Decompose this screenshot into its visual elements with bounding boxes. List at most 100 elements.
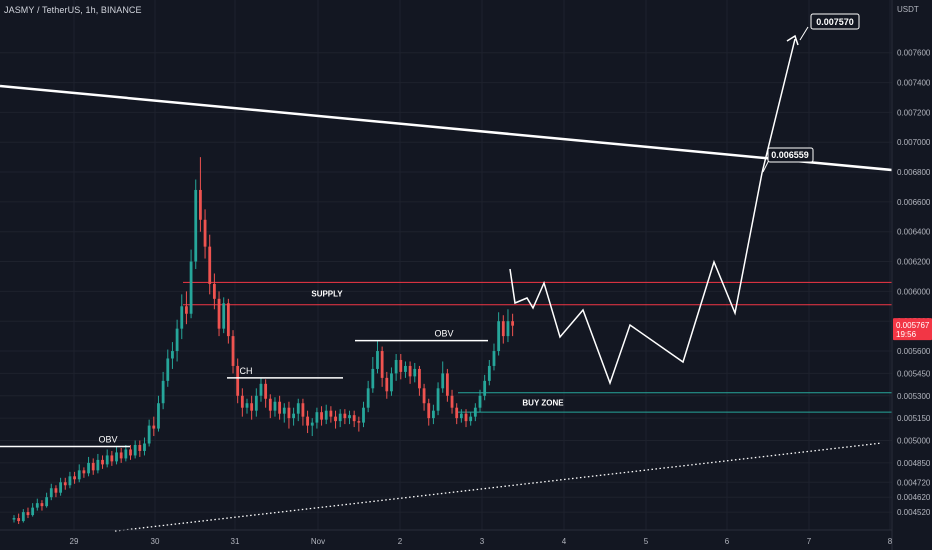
candle-body [450,395,454,408]
projection-drawings [509,34,799,386]
candle-body [54,488,58,493]
price-tick-label: 0.007000 [897,138,931,147]
price-tick-label: 0.006800 [897,168,931,177]
price-tick-label: 0.005300 [897,392,931,401]
candle-body [422,388,426,404]
candle-body [264,383,268,399]
countdown-label: 19:56 [896,330,917,339]
candle-body [390,373,393,392]
candle-body [427,403,431,419]
chart-title: JASMY / TetherUS, 1h, BINANCE [4,5,142,15]
candle-body [199,189,202,220]
candle-body [40,503,44,507]
candle-body [96,459,100,471]
candle-body [129,449,132,456]
candle-body [473,407,477,417]
candle-body [166,358,170,381]
time-axis[interactable]: 29 30 31 Nov 2 3 4 5 6 7 8 [0,529,893,546]
candle-body [352,415,356,422]
price-tick-label: 0.005450 [897,369,931,378]
candle-body [212,283,216,299]
candle-body [171,351,174,359]
projection-path [509,38,796,386]
price-tick-label: 0.005000 [897,437,931,446]
candle-body [501,321,505,337]
trendlines [0,84,893,532]
candle-body [250,403,254,411]
candle-body [82,470,86,474]
candle-body [306,416,309,426]
time-tick-label: 30 [151,537,160,546]
candle-body [87,462,90,474]
candle-body [180,306,184,329]
time-tick-label: 4 [562,537,567,546]
candle-body [68,476,72,486]
price-tick-label: 0.007600 [897,49,931,58]
candle-body [287,407,291,419]
candles [12,157,515,525]
candle-body [73,476,76,480]
candle-body [152,425,156,429]
candle-body [231,336,235,366]
target-label: 0.006559 [771,150,809,160]
target-connector [799,26,809,41]
time-tick-label: 7 [807,537,812,546]
candle-body [492,351,496,366]
price-tick-label: 0.006200 [897,258,931,267]
ascending-dotted-trendline [114,442,883,532]
price-tick-label: 0.005150 [897,414,931,423]
candle-body [110,455,114,462]
candle-body [189,261,193,314]
price-axis[interactable]: 0.007600 0.007400 0.007200 0.007000 0.006800… [891,0,932,550]
candle-body [497,321,501,352]
candle-body [371,368,375,389]
price-tick-label: 0.006000 [897,287,931,296]
candle-body [138,444,142,451]
price-axis-bg [892,0,932,550]
candle-body [161,380,165,404]
candle-body [362,407,365,423]
candle-body [254,395,258,411]
candle-body [77,470,81,480]
candle-body [105,455,109,465]
price-tick-label: 0.007200 [897,108,931,117]
candle-body [147,425,151,444]
candle-body [245,403,249,408]
candle-body [273,401,277,411]
candle-body [268,398,272,411]
candle-body [329,410,333,417]
time-tick-label: 8 [888,537,893,546]
candle-body [26,512,30,516]
annotation-label: OBV [98,434,117,444]
candle-body [21,512,25,522]
candle-body [511,321,515,326]
candle-body [63,482,67,486]
candle-body [217,298,221,329]
candle-body [185,306,188,314]
candle-body [348,415,351,419]
candle-body [310,422,314,426]
candle-body [133,444,137,456]
price-tick-label: 0.006400 [897,228,931,237]
candle-body [157,403,160,429]
candle-body [259,383,263,396]
candle-body [436,388,440,411]
candle-body [45,497,49,507]
candle-body [455,407,459,419]
candle-body [59,482,62,493]
candle-body [469,416,473,422]
candle-body [413,368,417,377]
candle-body [408,365,412,377]
candle-body [506,321,510,337]
axis-unit-label: USDT [897,5,919,14]
candle-body [301,403,305,417]
candle-body [380,351,384,378]
time-tick-label: 2 [398,537,403,546]
current-price-label: 0.005767 [896,321,930,330]
candle-body [236,365,240,396]
candle-body [357,421,361,423]
candle-body [483,380,487,396]
candle-body [487,365,491,381]
